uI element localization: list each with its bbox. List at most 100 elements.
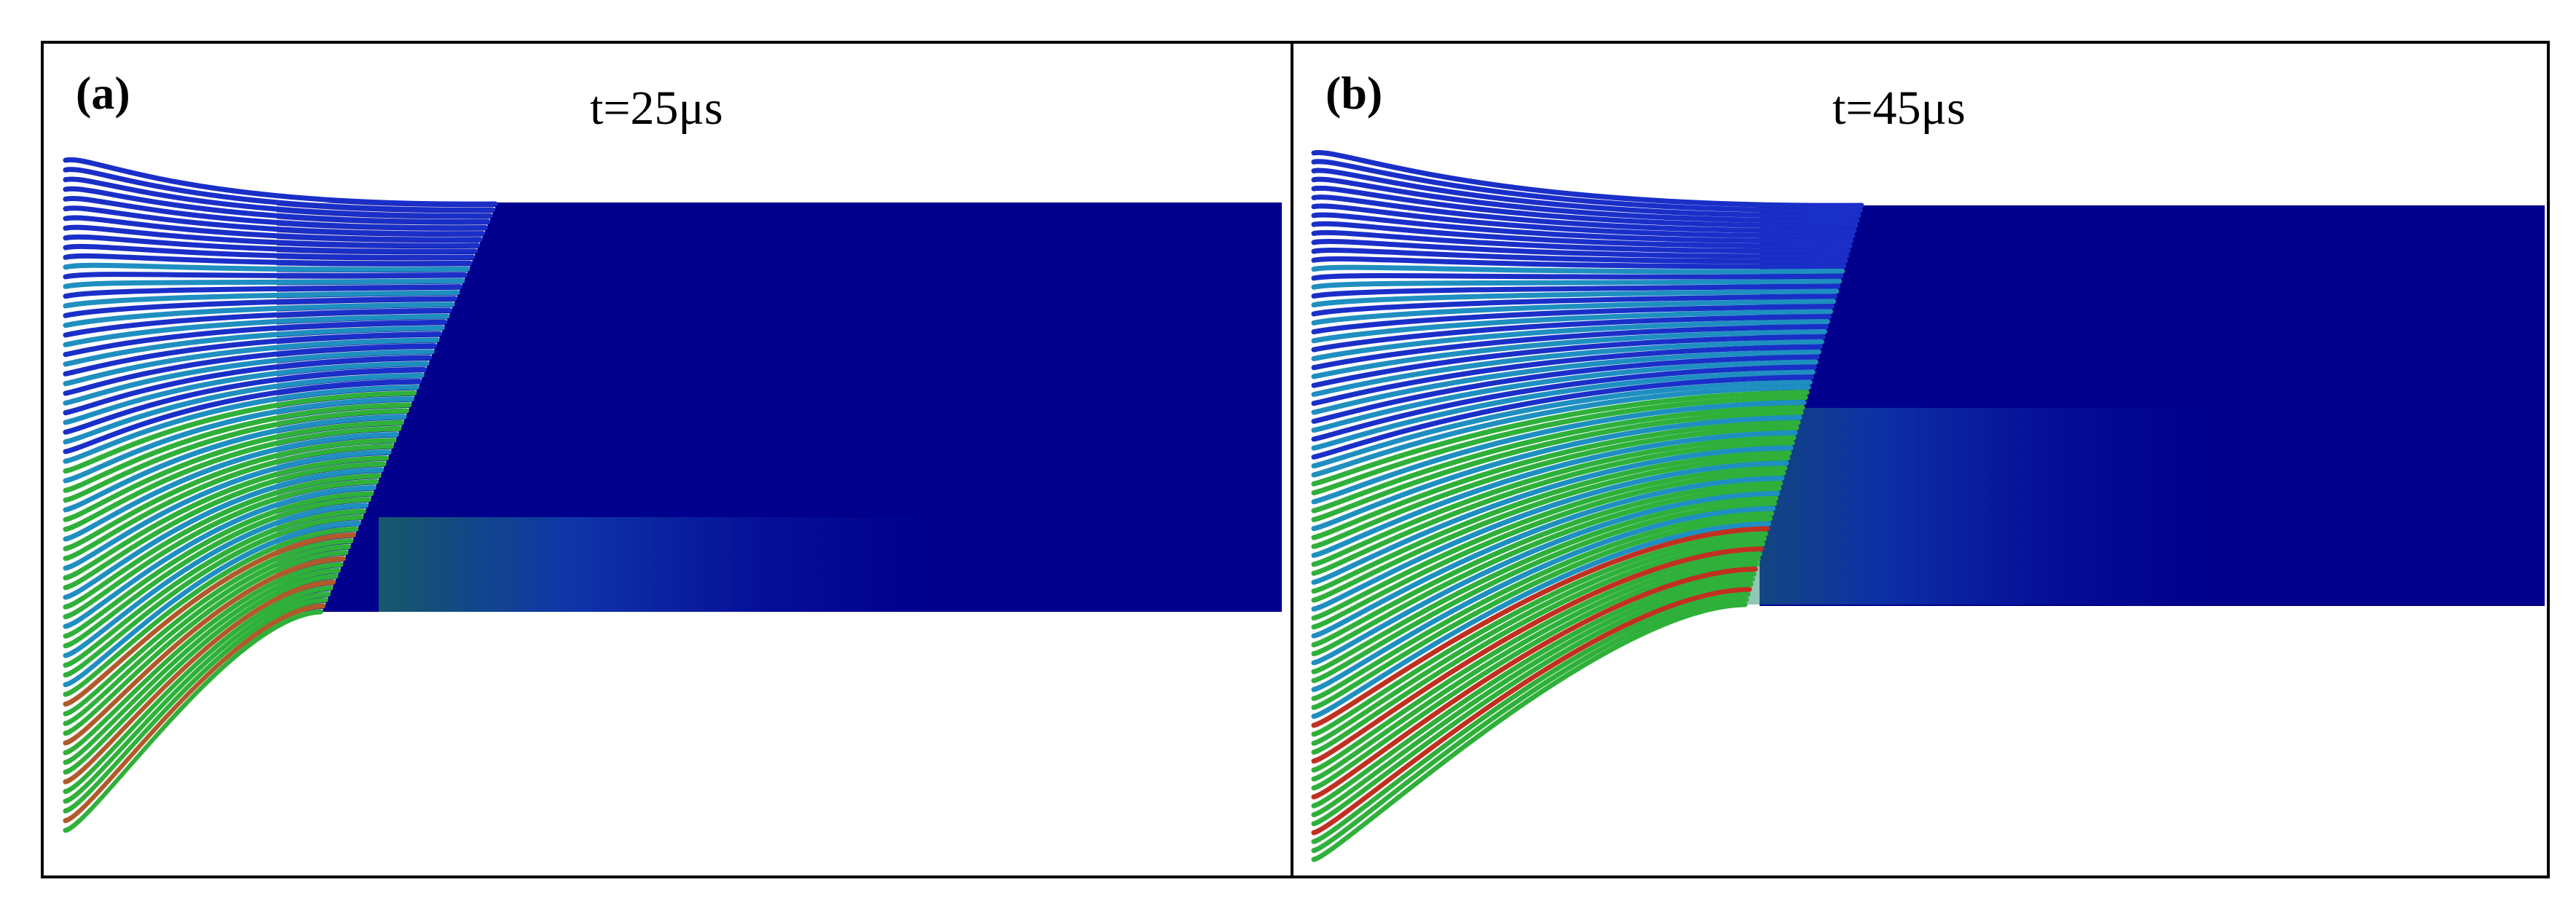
jet-streak: [63, 343, 437, 396]
jet-streak: [63, 420, 404, 522]
jet-streak: [63, 520, 361, 688]
jet-streak: [63, 402, 412, 493]
jet-streak: [1311, 586, 1752, 835]
jet-streak: [1311, 405, 1805, 513]
jet-streak: [63, 331, 442, 377]
jet-streak: [63, 205, 486, 237]
jet-streak: [1311, 516, 1773, 710]
jet-streak: [63, 349, 435, 406]
jet-streaks-a: [63, 157, 498, 835]
jet-streak: [1311, 602, 1748, 862]
jet-streak: [1311, 556, 1761, 782]
simulation-field-b: [1311, 149, 2545, 864]
jet-streak: [63, 307, 452, 338]
jet-streak: [1311, 344, 1823, 406]
jet-streak: [1311, 314, 1832, 353]
jet-streak: [63, 361, 430, 425]
jet-streak: [1311, 505, 1776, 693]
jet-streak: [63, 562, 344, 755]
jet-streak: [63, 272, 468, 280]
jet-streak: [1311, 409, 1804, 522]
jet-streak: [1311, 495, 1779, 674]
jet-streak: [63, 379, 422, 454]
jet-streak: [1311, 294, 1838, 317]
jet-streak: [1311, 359, 1819, 433]
jet-streak: [1311, 390, 1810, 487]
jet-streak-gap: [65, 172, 493, 215]
jet-streak: [63, 573, 339, 775]
jet-streak: [63, 567, 341, 766]
jet-streak: [63, 366, 428, 435]
panel-a: (a) t=25μs: [44, 44, 1291, 875]
jet-streak: [1311, 450, 1792, 594]
jet-streak-gap: [65, 162, 496, 209]
jet-streak: [63, 195, 488, 231]
jet-streak: [1311, 194, 1857, 234]
jet-streak: [1311, 349, 1821, 415]
jet-streak: [63, 296, 457, 318]
jet-streak: [1311, 566, 1758, 800]
jet-streak: [63, 290, 460, 309]
jet-streak: [1311, 476, 1785, 639]
jet-streak: [1311, 400, 1807, 505]
jet-streak: [63, 597, 328, 814]
jet-streak: [1311, 571, 1757, 808]
jet-streak: [63, 609, 323, 833]
jet-streak: [63, 234, 478, 254]
jet-streak: [63, 556, 346, 746]
jet-streak: [63, 243, 476, 260]
jet-streak: [1311, 414, 1803, 532]
jet-streak: [63, 262, 470, 272]
jet-streak: [1311, 531, 1768, 737]
panel-b: (b) t=45μs: [1291, 44, 2547, 875]
jet-streak: [1311, 278, 1843, 290]
jet-streak: [63, 224, 481, 248]
jet-streak: [1311, 304, 1835, 335]
jet-streak: [1311, 526, 1770, 728]
jet-streak: [1311, 435, 1797, 567]
jet-streak: [1311, 385, 1811, 478]
jet-streak: [1311, 324, 1829, 371]
jet-streak: [63, 355, 433, 416]
jet-streak: [1311, 379, 1813, 469]
jet-streak: [1311, 430, 1798, 558]
jet-streak: [1311, 238, 1850, 259]
panel-time-a: t=25μs: [590, 82, 723, 135]
jet-streak: [1311, 455, 1791, 603]
jet-streak: [1311, 299, 1836, 326]
jet-streak: [1311, 264, 1846, 275]
jet-streak: [1311, 354, 1820, 424]
jet-streak: [63, 157, 498, 207]
jet-streak: [63, 432, 399, 542]
jet-streak: [63, 408, 409, 503]
jet-streak: [1311, 445, 1794, 585]
jet-streak: [63, 550, 349, 736]
jet-streak: [1311, 521, 1771, 719]
jet-streak: [63, 473, 382, 610]
jet-streak: [1311, 536, 1767, 746]
jet-streak: [63, 337, 440, 387]
jet-streak-gap: [65, 192, 488, 227]
jet-streak: [1311, 481, 1784, 648]
jet-streak: [63, 544, 351, 726]
jet-streak: [1311, 288, 1840, 308]
jet-streak: [1311, 425, 1800, 549]
jet-streak: [1311, 440, 1795, 576]
jet-streak: [1311, 256, 1847, 269]
jet-streak: [1311, 546, 1764, 764]
jet-streak: [1311, 500, 1777, 683]
jet-streak: [1311, 159, 1863, 213]
jet-streak: [1311, 273, 1844, 281]
jet-streak: [63, 449, 392, 571]
jet-streak: [1311, 168, 1862, 219]
jet-streak: [63, 325, 445, 367]
jet-streak: [1311, 149, 1864, 208]
jet-streak: [63, 591, 331, 804]
jet-streak: [63, 167, 495, 213]
jet-streak: [1311, 486, 1782, 657]
jet-streak: [63, 444, 394, 562]
jet-streak: [1311, 334, 1826, 388]
jet-streak: [63, 579, 336, 784]
figure: (a) t=25μs (b) t=45μs: [41, 41, 2550, 878]
jet-streak: [1311, 374, 1814, 460]
